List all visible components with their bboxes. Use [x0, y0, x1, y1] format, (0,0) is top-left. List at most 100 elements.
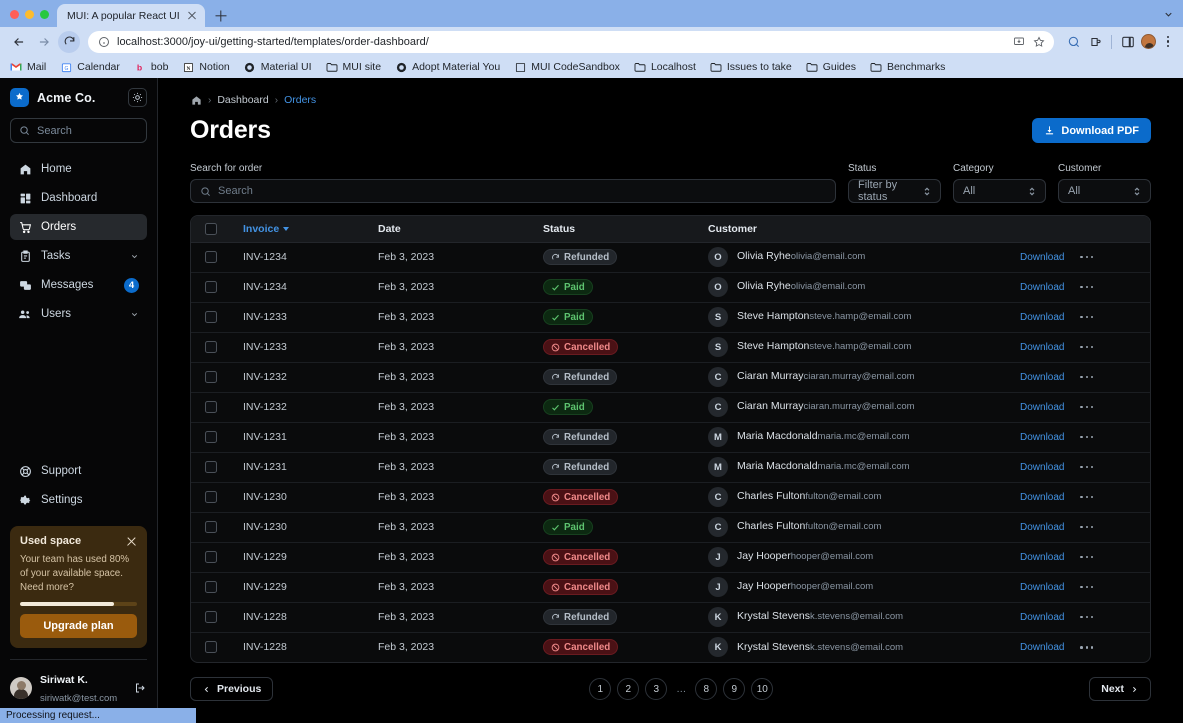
column-invoice[interactable]: Invoice	[233, 216, 368, 243]
download-link[interactable]: Download	[1020, 341, 1065, 353]
sidebar-item-support[interactable]: Support	[10, 458, 147, 484]
bookmark-item[interactable]: Issues to take	[710, 61, 792, 73]
bookmark-item[interactable]: b bob	[134, 61, 168, 73]
row-checkbox[interactable]	[205, 611, 217, 623]
invoice-sort-control[interactable]: Invoice	[243, 223, 358, 235]
bookmark-item[interactable]: Benchmarks	[870, 61, 945, 73]
table-row[interactable]: INV-1232 Feb 3, 2023 Refunded C Ciaran Murra…	[191, 362, 1150, 393]
table-row[interactable]: INV-1234 Feb 3, 2023 Paid O Olivia Ryheolivi…	[191, 272, 1150, 303]
breadcrumb-item-dashboard[interactable]: Dashboard	[217, 94, 269, 106]
page-button-3[interactable]: 3	[645, 678, 668, 700]
download-link[interactable]: Download	[1020, 311, 1065, 323]
row-checkbox[interactable]	[205, 521, 217, 533]
upgrade-plan-button[interactable]: Upgrade plan	[20, 614, 137, 638]
table-row[interactable]: INV-1231 Feb 3, 2023 Refunded M Maria Macdon…	[191, 422, 1150, 453]
theme-toggle-button[interactable]	[128, 88, 147, 107]
table-row[interactable]: INV-1228 Feb 3, 2023 Refunded K Krystal Stev…	[191, 602, 1150, 633]
install-app-icon[interactable]	[1012, 35, 1025, 48]
extensions-icon[interactable]	[1087, 33, 1104, 50]
column-customer[interactable]: Customer	[698, 216, 1010, 243]
bookmark-item[interactable]: MUI site	[326, 61, 381, 73]
page-button-1[interactable]: 1	[589, 678, 612, 700]
previous-page-button[interactable]: Previous	[190, 677, 274, 701]
download-pdf-button[interactable]: Download PDF	[1032, 118, 1151, 143]
breadcrumb-item-orders[interactable]: Orders	[284, 94, 317, 106]
home-icon[interactable]	[190, 94, 202, 106]
row-checkbox[interactable]	[205, 311, 217, 323]
site-info-icon[interactable]	[97, 35, 110, 48]
row-checkbox[interactable]	[205, 581, 217, 593]
more-options-icon[interactable]	[1080, 255, 1094, 259]
next-page-button[interactable]: Next	[1089, 677, 1151, 701]
download-link[interactable]: Download	[1020, 581, 1065, 593]
bookmark-item[interactable]: Adopt Material You	[395, 61, 500, 73]
bookmark-item[interactable]: Mail	[10, 61, 46, 73]
row-checkbox[interactable]	[205, 371, 217, 383]
more-options-icon[interactable]	[1080, 495, 1094, 499]
download-link[interactable]: Download	[1020, 641, 1065, 653]
table-row[interactable]: INV-1233 Feb 3, 2023 Paid S Steve Hamptonste…	[191, 302, 1150, 333]
chevron-down-icon[interactable]	[129, 309, 139, 319]
minimize-window-button[interactable]	[25, 10, 34, 19]
sidebar-item-home[interactable]: Home	[10, 156, 147, 182]
more-options-icon[interactable]	[1080, 315, 1094, 319]
more-options-icon[interactable]	[1080, 615, 1094, 619]
row-checkbox[interactable]	[205, 641, 217, 654]
category-select[interactable]: All	[953, 179, 1046, 203]
table-row[interactable]: INV-1234 Feb 3, 2023 Refunded O Olivia Ryheo…	[191, 242, 1150, 273]
browser-tab[interactable]: MUI: A popular React UI fram	[57, 4, 205, 27]
sidebar-profile[interactable]: Siriwat K. siriwatk@test.com	[10, 670, 147, 715]
chevron-down-icon[interactable]	[129, 251, 139, 261]
row-checkbox[interactable]	[205, 341, 217, 353]
bookmark-item[interactable]: N Notion	[182, 61, 230, 73]
browser-menu-icon[interactable]	[1161, 35, 1175, 48]
sidebar-item-messages[interactable]: Messages 4	[10, 272, 147, 298]
more-options-icon[interactable]	[1080, 585, 1094, 589]
download-link[interactable]: Download	[1020, 491, 1065, 503]
sidebar-item-tasks[interactable]: Tasks	[10, 243, 147, 269]
search-input[interactable]: Search	[190, 179, 836, 203]
status-select[interactable]: Filter by status	[848, 179, 941, 203]
bookmark-item[interactable]: Guides	[806, 61, 856, 73]
table-row[interactable]: INV-1231 Feb 3, 2023 Refunded M Maria Macdon…	[191, 452, 1150, 483]
row-checkbox[interactable]	[205, 281, 217, 293]
privacy-shield-icon[interactable]	[1065, 33, 1082, 50]
page-button-2[interactable]: 2	[617, 678, 640, 700]
sidebar-item-users[interactable]: Users	[10, 301, 147, 327]
download-link[interactable]: Download	[1020, 611, 1065, 623]
chevron-down-icon[interactable]	[1159, 5, 1177, 23]
logout-icon[interactable]	[133, 681, 147, 695]
row-checkbox[interactable]	[205, 401, 217, 413]
bookmark-item[interactable]: Material UI	[244, 61, 312, 73]
more-options-icon[interactable]	[1080, 345, 1094, 349]
more-options-icon[interactable]	[1080, 405, 1094, 409]
download-link[interactable]: Download	[1020, 401, 1065, 413]
forward-icon[interactable]	[33, 31, 55, 53]
bookmark-star-icon[interactable]	[1032, 35, 1045, 48]
more-options-icon[interactable]	[1080, 285, 1094, 289]
download-link[interactable]: Download	[1020, 431, 1065, 443]
sidebar-item-dashboard[interactable]: Dashboard	[10, 185, 147, 211]
more-options-icon[interactable]	[1080, 525, 1094, 529]
bookmark-item[interactable]: Localhost	[634, 61, 696, 73]
table-row[interactable]: INV-1232 Feb 3, 2023 Paid C Ciaran Murraycia…	[191, 392, 1150, 423]
page-button-10[interactable]: 10	[751, 678, 774, 700]
page-button-9[interactable]: 9	[723, 678, 746, 700]
close-window-button[interactable]	[10, 10, 19, 19]
more-options-icon[interactable]	[1080, 435, 1094, 439]
download-link[interactable]: Download	[1020, 281, 1065, 293]
customer-select[interactable]: All	[1058, 179, 1151, 203]
reload-icon[interactable]	[58, 30, 80, 53]
new-tab-button[interactable]	[211, 6, 231, 26]
table-row[interactable]: INV-1230 Feb 3, 2023 Paid C Charles Fultonfu…	[191, 512, 1150, 543]
row-checkbox[interactable]	[205, 251, 217, 263]
back-icon[interactable]	[8, 31, 30, 53]
close-icon[interactable]	[126, 536, 137, 547]
table-row[interactable]: INV-1230 Feb 3, 2023 Cancelled C Charles Ful…	[191, 482, 1150, 513]
download-link[interactable]: Download	[1020, 251, 1065, 263]
bookmark-item[interactable]: MUI CodeSandbox	[514, 61, 620, 73]
row-checkbox[interactable]	[205, 491, 217, 503]
more-options-icon[interactable]	[1080, 375, 1094, 379]
sidebar-item-orders[interactable]: Orders	[10, 214, 147, 240]
download-link[interactable]: Download	[1020, 521, 1065, 533]
